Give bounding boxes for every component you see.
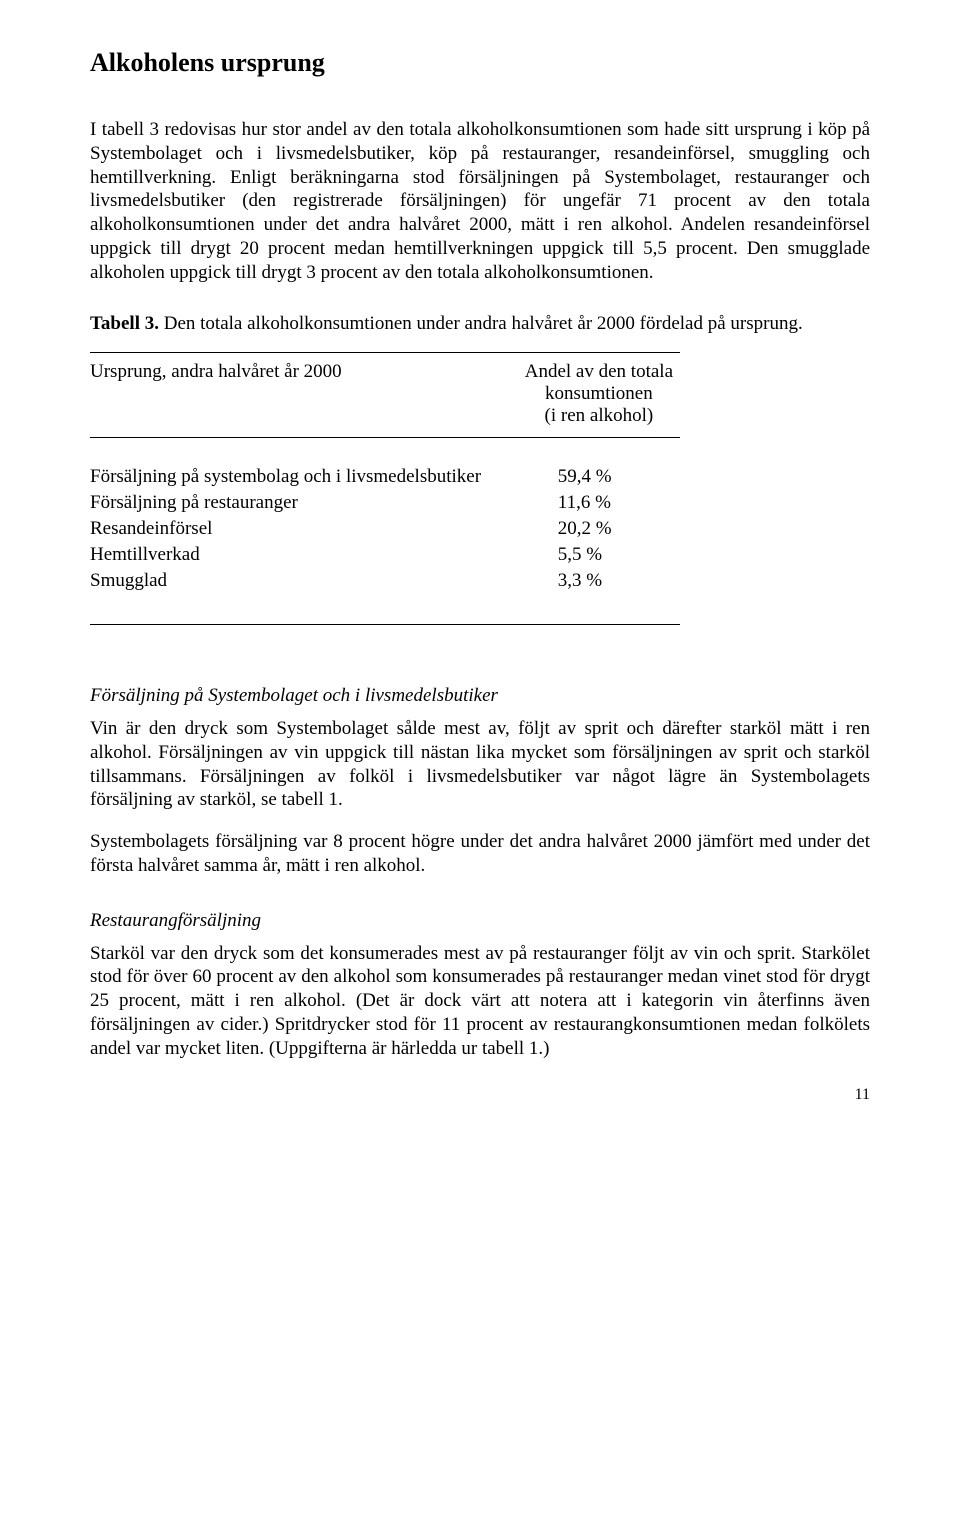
intro-paragraph: I tabell 3 redovisas hur stor andel av d… (90, 118, 870, 284)
table-cell-label: Resandeinförsel (90, 516, 518, 542)
table-cell-value: 11,6 % (518, 490, 680, 516)
table-cell-label: Försäljning på systembolag och i livsmed… (90, 464, 518, 490)
table-cell-value: 59,4 % (518, 464, 680, 490)
table-cell-value: 3,3 % (518, 568, 680, 594)
page-heading: Alkoholens ursprung (90, 48, 870, 78)
table-row: Resandeinförsel 20,2 % (90, 516, 680, 542)
table-row: Hemtillverkad 5,5 % (90, 542, 680, 568)
data-table: Ursprung, andra halvåret år 2000 Andel a… (90, 352, 680, 625)
table-col1-header: Ursprung, andra halvåret år 2000 (90, 353, 518, 430)
table-cell-label: Försäljning på restauranger (90, 490, 518, 516)
table-col2-header: Andel av den totala konsumtionen (i ren … (518, 353, 680, 430)
section-paragraph: Systembolagets försäljning var 8 procent… (90, 830, 870, 878)
section-heading: Försäljning på Systembolaget och i livsm… (90, 685, 870, 707)
table-row: Försäljning på systembolag och i livsmed… (90, 464, 680, 490)
table-cell-value: 5,5 % (518, 542, 680, 568)
table-header-row: Ursprung, andra halvåret år 2000 Andel a… (90, 353, 680, 430)
table-caption-text: Den totala alkoholkonsumtionen under and… (159, 313, 803, 334)
section-paragraph: Starköl var den dryck som det konsumerad… (90, 942, 870, 1061)
section-paragraph: Vin är den dryck som Systembolaget sålde… (90, 717, 870, 812)
table-cell-label: Smugglad (90, 568, 518, 594)
section-heading: Restaurangförsäljning (90, 910, 870, 932)
table-cell-label: Hemtillverkad (90, 542, 518, 568)
table-caption: Tabell 3. Den totala alkoholkonsumtionen… (90, 312, 870, 336)
document-page: Alkoholens ursprung I tabell 3 redovisas… (0, 0, 960, 1152)
table-cell-value: 20,2 % (518, 516, 680, 542)
page-number: 11 (90, 1086, 870, 1104)
table-row: Smugglad 3,3 % (90, 568, 680, 594)
table-caption-label: Tabell 3. (90, 313, 159, 334)
table-row: Försäljning på restauranger 11,6 % (90, 490, 680, 516)
